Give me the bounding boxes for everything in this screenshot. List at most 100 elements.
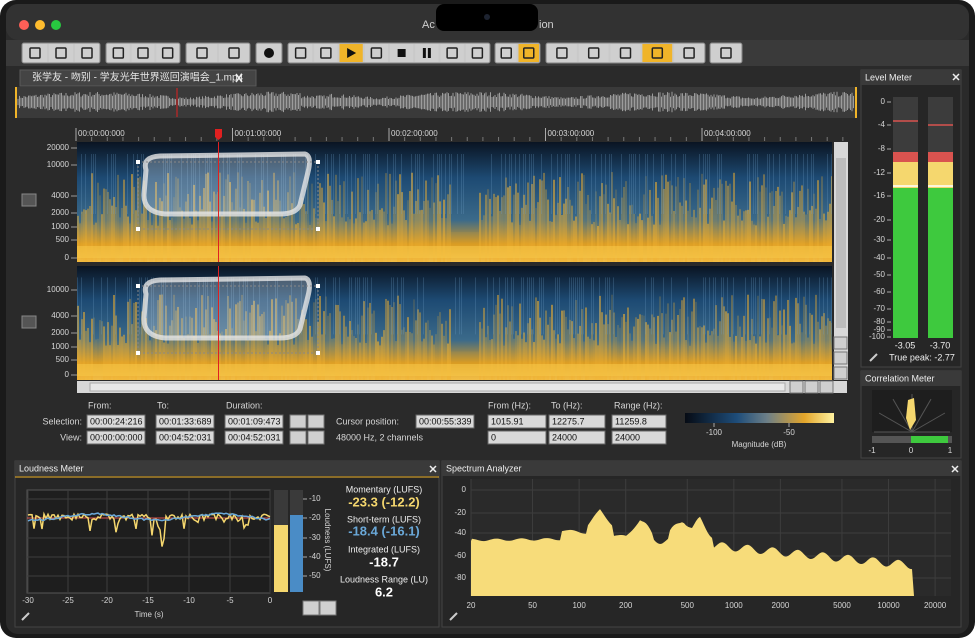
meter-scale-label: -4 [878, 120, 886, 129]
window-title: ion [539, 19, 554, 31]
toolbar-button[interactable] [365, 44, 388, 62]
channel-toggle[interactable] [22, 194, 36, 206]
zoom-button[interactable] [834, 337, 847, 349]
zoom-button[interactable] [834, 367, 847, 379]
toolbar-button[interactable] [289, 44, 312, 62]
v-scroll-thumb[interactable] [836, 158, 846, 328]
spectrogram-stripe [349, 277, 350, 334]
selection-handle[interactable] [316, 284, 320, 288]
meter-scale-label: -12 [873, 168, 885, 177]
toolbar-button[interactable] [711, 44, 741, 62]
spectrogram-stripe [795, 154, 796, 214]
selection-handle[interactable] [316, 160, 320, 164]
spectrogram-stripe [93, 277, 94, 334]
x-tick-label: 20 [467, 601, 476, 610]
undo-redo-button[interactable] [308, 431, 324, 444]
minimize-button[interactable] [35, 20, 45, 30]
toolbar-button[interactable] [23, 44, 47, 62]
frequency-selection[interactable] [144, 154, 309, 214]
spectrogram-stripe [591, 277, 592, 334]
spectrogram-stripe [351, 277, 352, 334]
selection-handle[interactable] [316, 227, 320, 231]
undo-redo-button[interactable] [290, 415, 306, 428]
spectrogram-stripe [699, 154, 700, 214]
window-title: Ac [422, 19, 435, 31]
channel-toggle[interactable] [22, 316, 36, 328]
toolbar-button[interactable] [132, 44, 155, 62]
toolbar-button[interactable] [642, 44, 672, 62]
spectrogram-stripe [397, 277, 398, 334]
spectrogram-stripe [611, 154, 612, 214]
selection-handle[interactable] [136, 227, 140, 231]
toolbar-button[interactable] [415, 44, 438, 62]
toolbar-button[interactable] [496, 44, 517, 62]
spectrogram-stripe [511, 154, 512, 214]
spectrogram-stripe [749, 154, 750, 214]
scale-label: -30 [309, 533, 321, 542]
spectrogram-stripe [529, 154, 530, 214]
spectrogram-stripe [115, 154, 116, 214]
spectrogram-stripe [533, 277, 534, 334]
toolbar-button[interactable] [611, 44, 641, 62]
spectrogram-stripe [81, 277, 82, 334]
toolbar-button[interactable] [49, 44, 73, 62]
selection-handle[interactable] [136, 351, 140, 355]
spectrogram-stripe [441, 154, 442, 214]
spectrogram-stripe [575, 154, 576, 214]
timeline-label: 00:04:00:000 [704, 129, 751, 138]
zoom-button[interactable] [834, 352, 847, 364]
zoom-button[interactable] [790, 381, 803, 393]
close-button[interactable] [19, 20, 29, 30]
toolbar-button[interactable] [187, 44, 217, 62]
selection-handle[interactable] [136, 160, 140, 164]
scale-title: Loudness (LUFS) [323, 509, 332, 572]
zoom-button[interactable] [805, 381, 818, 393]
undo-redo-button[interactable] [290, 431, 306, 444]
toolbar-button[interactable] [156, 44, 179, 62]
selection-handle[interactable] [136, 284, 140, 288]
spectrogram-stripe [663, 277, 664, 334]
spectrogram-stripe [367, 277, 368, 334]
toolbar-button[interactable] [441, 44, 464, 62]
spectrogram-band [77, 246, 832, 258]
value-text: 11259.8 [615, 416, 647, 426]
toolbar-button[interactable] [547, 44, 577, 62]
readout-value: -18.4 (-16.1) [348, 523, 420, 538]
zoom-button[interactable] [51, 20, 61, 30]
selection-handle[interactable] [316, 351, 320, 355]
frequency-selection[interactable] [144, 278, 309, 338]
toolbar-button[interactable] [674, 44, 704, 62]
spectrogram-stripe [367, 154, 368, 214]
spectrogram-stripe [523, 154, 524, 214]
spectrogram-stripe [755, 154, 756, 214]
spectrogram-stripe [581, 277, 582, 334]
meter-scale-label: 0 [881, 97, 886, 106]
toolbar-button[interactable] [519, 44, 540, 62]
meter-control[interactable] [303, 601, 319, 615]
toolbar-button[interactable] [107, 44, 130, 62]
toolbar-button[interactable] [75, 44, 99, 62]
spectrogram-stripe [419, 154, 420, 214]
spectrogram-stripe [521, 277, 522, 334]
short-term-bar [290, 515, 303, 592]
toolbar-button[interactable] [579, 44, 609, 62]
spectrogram-stripe [333, 277, 334, 334]
spectrogram-stripe [573, 277, 574, 334]
undo-redo-button[interactable] [308, 415, 324, 428]
zoom-button[interactable] [820, 381, 833, 393]
panel-title: Correlation Meter [865, 373, 935, 383]
correlation-label: 0 [909, 446, 914, 455]
h-scroll-thumb[interactable] [90, 383, 785, 391]
spectrogram-stripe [671, 277, 672, 334]
toolbar-button[interactable] [219, 44, 249, 62]
scale-label: -10 [309, 494, 321, 503]
spectrogram-stripe [393, 154, 394, 214]
spectrogram-stripe [395, 154, 396, 214]
meter-control[interactable] [320, 601, 336, 615]
spectrogram-stripe [387, 154, 388, 214]
toolbar-button[interactable] [466, 44, 489, 62]
meter-scale-label: -70 [873, 304, 885, 313]
toolbar-button[interactable] [314, 44, 337, 62]
readout-label: Momentary (LUFS) [346, 484, 423, 494]
frequency-label: 1000 [51, 342, 69, 351]
